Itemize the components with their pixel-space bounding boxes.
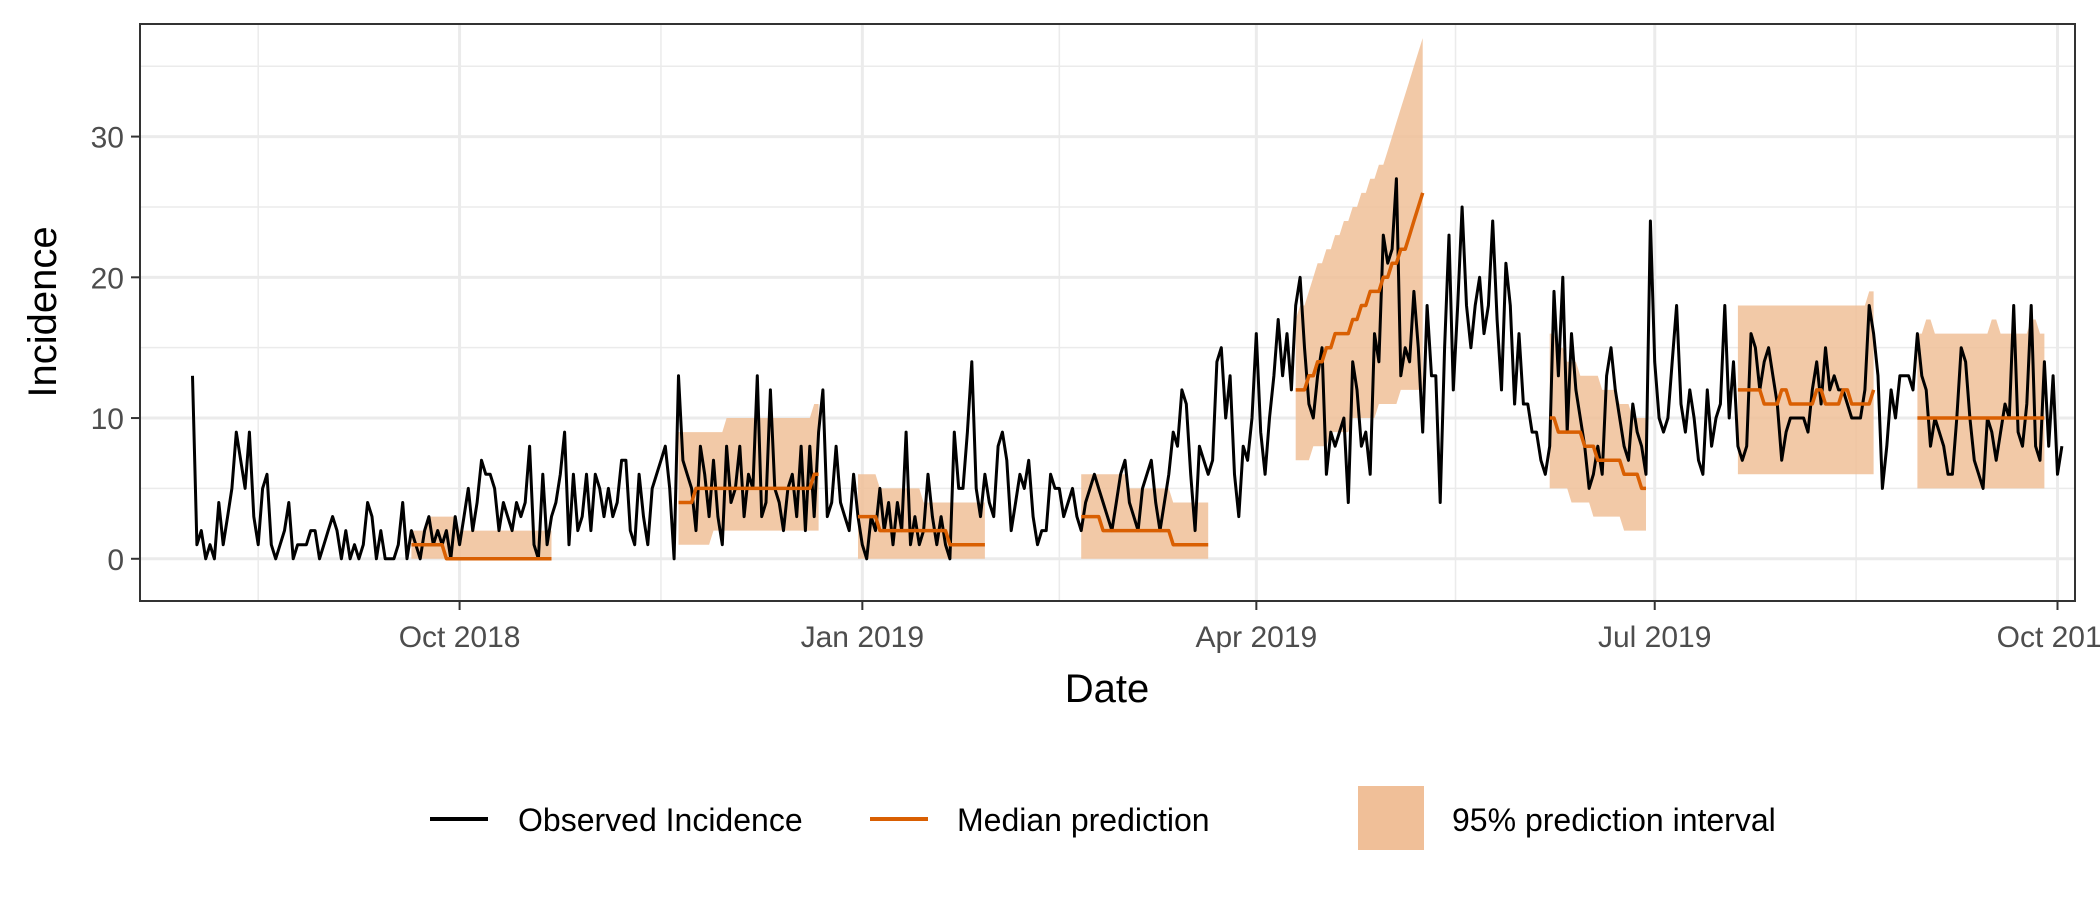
axes: 0 10 20 30 Oct 2018 Jan 2019 Apr 2019 Jul 2019 O… [91,122,2100,654]
prediction-intervals [411,38,2045,559]
median-prediction-line [411,542,552,561]
y-tick-label: 0 [107,544,124,577]
y-axis-title: Incidence [21,226,65,397]
observed-series [191,177,2064,561]
y-tick-label: 20 [91,262,124,295]
prediction-interval-band [411,516,552,559]
x-tick-label: Oct 2019 [1997,621,2100,654]
legend-key-interval [1358,786,1424,850]
prediction-interval-band [1081,474,1209,559]
x-tick-label: Oct 2018 [399,621,521,654]
y-tick-label: 30 [91,122,124,155]
plot-panel-border [139,23,2076,602]
median-prediction-line [678,472,819,505]
median-prediction-line [1549,416,1646,491]
x-axis-title: Date [1065,667,1150,711]
legend-label-interval: 95% prediction interval [1452,802,1776,838]
y-tick-label: 10 [91,403,124,436]
prediction-interval-band [858,474,985,559]
median-prediction-line [1295,192,1425,392]
legend: Observed Incidence Median prediction 95%… [430,786,1776,850]
legend-label-observed: Observed Incidence [518,802,803,838]
x-tick-label: Jan 2019 [801,621,924,654]
legend-label-median: Median prediction [957,802,1210,838]
x-tick-label: Apr 2019 [1195,621,1317,654]
observed-incidence-line [191,177,2064,561]
prediction-interval-band [1549,333,1646,531]
prediction-interval-band [1295,38,1423,461]
x-tick-label: Jul 2019 [1598,621,1711,654]
grid-lines [140,24,2075,601]
median-series [411,192,2045,561]
median-prediction-line [1737,388,1876,406]
prediction-interval-band [1737,291,1874,475]
median-prediction-line [1081,514,1209,547]
median-prediction-line [858,514,985,547]
